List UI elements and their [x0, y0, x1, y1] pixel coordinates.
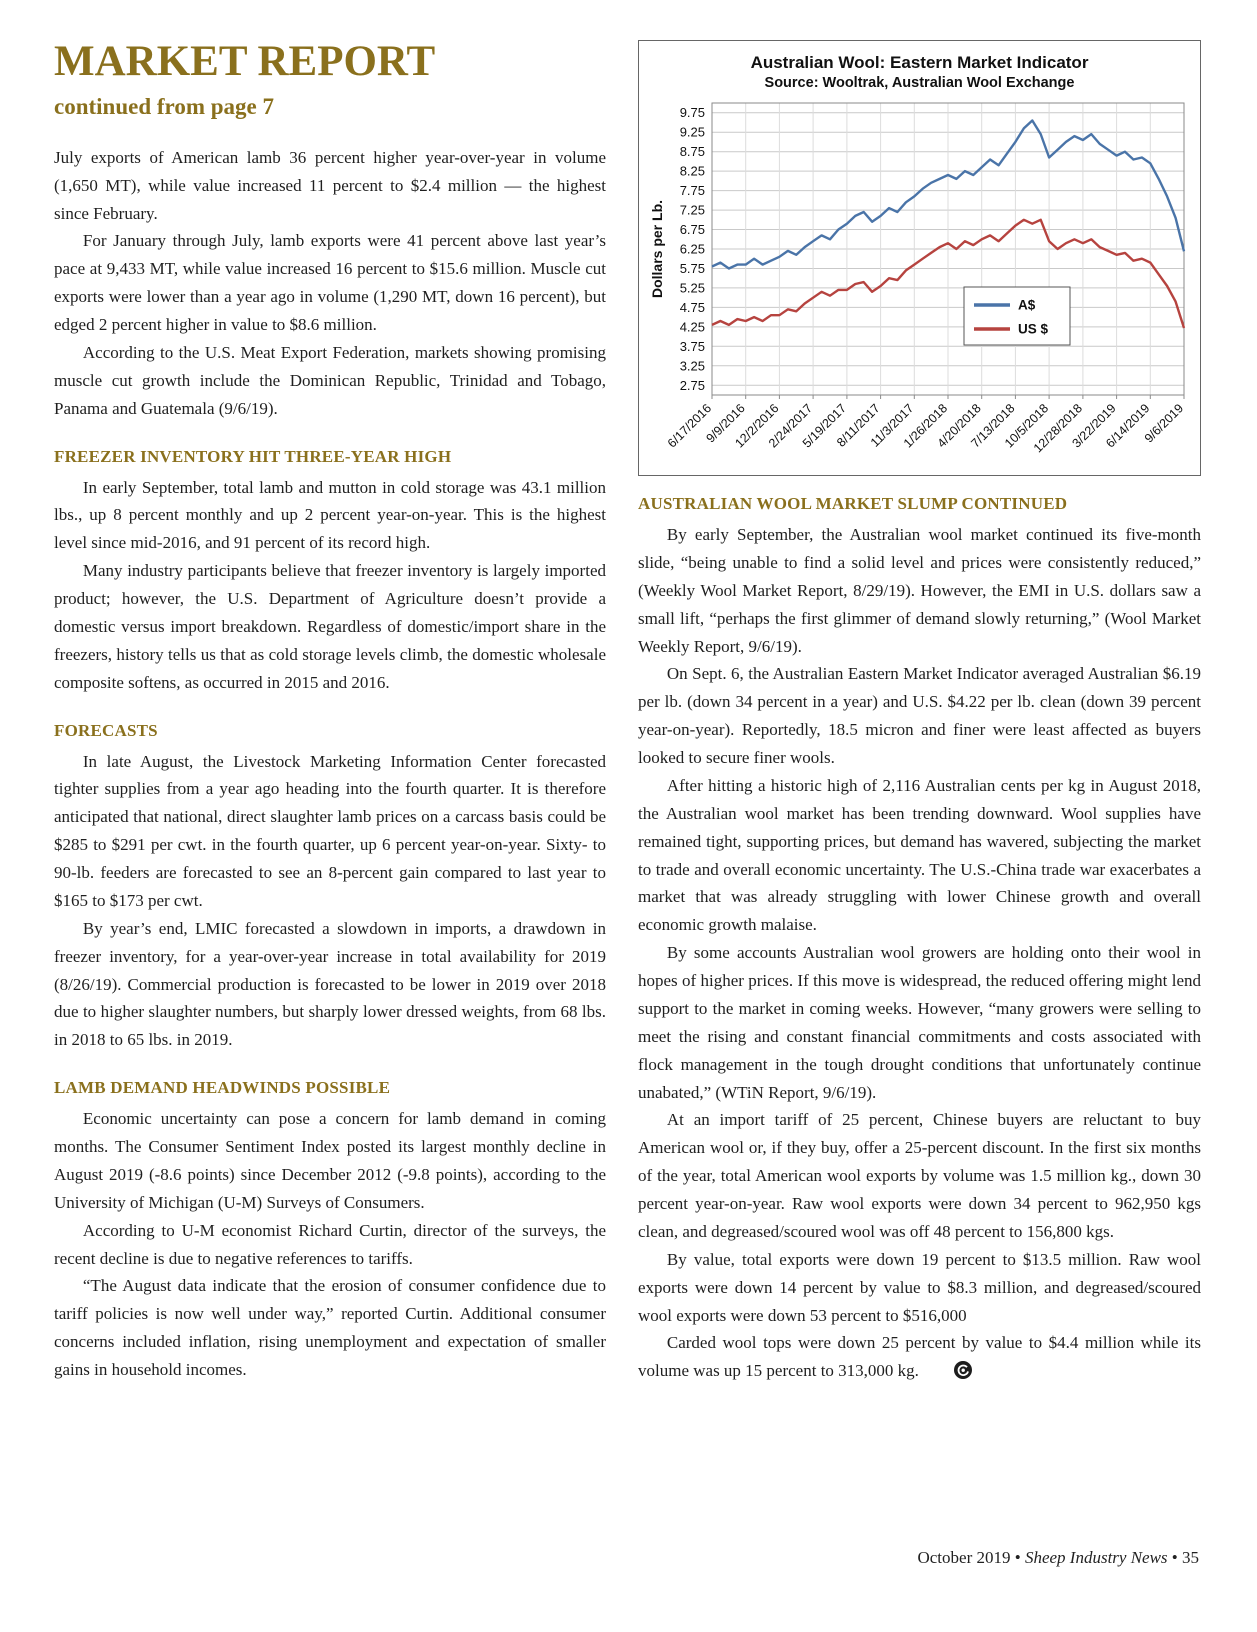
end-of-article-icon	[924, 1360, 972, 1380]
svg-text:4.75: 4.75	[679, 300, 704, 315]
footer-separator: •	[1171, 1548, 1178, 1567]
right-column: Australian Wool: Eastern Market Indicato…	[638, 40, 1201, 1385]
paragraph: In late August, the Livestock Marketing …	[54, 751, 606, 910]
svg-text:9.75: 9.75	[679, 105, 704, 120]
chart-title: Australian Wool: Eastern Market Indicato…	[750, 53, 1089, 72]
svg-text:8.25: 8.25	[679, 164, 704, 179]
series-line-1	[710, 218, 1185, 329]
y-tick-labels: 9.75 9.25 8.75 8.25 7.75 7.25 6.75 6.25 5.75 5.25…	[679, 105, 704, 393]
left-column: MARKET REPORT continued from page 7 July…	[54, 40, 606, 1384]
svg-text:A$: A$	[1018, 298, 1036, 313]
section-heading-lamb-demand: LAMB DEMAND HEADWINDS POSSIBLE	[54, 1078, 391, 1098]
paragraph: “The August data indicate that the erosi…	[54, 1276, 606, 1380]
svg-text:7.25: 7.25	[679, 203, 704, 218]
footer-publication: Sheep Industry News	[1024, 1548, 1168, 1567]
paragraph-text: Carded wool tops were down 25 percent by…	[638, 1333, 1201, 1381]
intro-block: July exports of American lamb 36 percent…	[54, 144, 606, 423]
chart-subtitle: Source: Wooltrak, Australian Wool Exchan…	[764, 75, 1075, 91]
svg-text:3.25: 3.25	[679, 358, 704, 373]
svg-text:9.25: 9.25	[679, 125, 704, 140]
paragraph: Carded wool tops were down 25 percent by…	[638, 1329, 1201, 1385]
svg-text:8.75: 8.75	[679, 144, 704, 159]
svg-text:6/17/2016: 6/17/2016	[664, 401, 713, 450]
svg-text:4.25: 4.25	[679, 319, 704, 334]
section-heading-freezer-inventory: FREEZER INVENTORY HIT THREE-YEAR HIGH	[54, 446, 452, 466]
chart-canvas: 9.75 9.25 8.75 8.25 7.75 7.25 6.75 6.25 5.75 5.25…	[649, 102, 1186, 455]
chart-legend: A$ US $	[963, 286, 1070, 346]
svg-text:6.25: 6.25	[679, 242, 704, 257]
continued-note: continued from page 7	[54, 93, 274, 119]
x-gridlines-and-labels: 6/17/20169/9/201612/2/20162/24/20175/19/…	[664, 103, 1186, 455]
two-column-layout: MARKET REPORT continued from page 7 July…	[54, 40, 1201, 1385]
section-heading-forecasts: FORECASTS	[54, 720, 158, 740]
y-axis-label: Dollars per Lb.	[649, 200, 665, 298]
paragraph: Economic uncertainty can pose a concern …	[54, 1109, 606, 1212]
svg-text:5.25: 5.25	[679, 280, 704, 295]
paragraph: According to U-M economist Richard Curti…	[54, 1220, 606, 1268]
footer-page-number: 35	[1182, 1548, 1199, 1567]
svg-text:6.75: 6.75	[679, 222, 704, 237]
paragraph: By some accounts Australian wool growers…	[638, 943, 1201, 1102]
paragraph: On Sept. 6, the Australian Eastern Marke…	[638, 664, 1201, 767]
paragraph: By early September, the Australian wool …	[638, 525, 1201, 656]
svg-text:7.75: 7.75	[679, 183, 704, 198]
page-title: MARKET REPORT	[54, 38, 436, 85]
paragraph: By year’s end, LMIC forecasted a slowdow…	[54, 918, 606, 1050]
paragraph: After hitting a historic high of 2,116 A…	[638, 775, 1201, 935]
paragraph: At an import tariff of 25 percent, Chine…	[638, 1110, 1201, 1241]
footer-separator: •	[1014, 1548, 1021, 1567]
paragraph: July exports of American lamb 36 percent…	[54, 147, 606, 223]
svg-text:US $: US $	[1018, 322, 1049, 337]
paragraph: By value, total exports were down 19 per…	[638, 1249, 1201, 1325]
page-footer: October 2019 • Sheep Industry News • 35	[917, 1548, 1199, 1568]
paragraph: According to the U.S. Meat Export Federa…	[54, 342, 606, 418]
paragraph: In early September, total lamb and mutto…	[54, 477, 606, 553]
wool-emi-chart: Australian Wool: Eastern Market Indicato…	[638, 40, 1201, 476]
paragraph: For January through July, lamb exports w…	[54, 231, 606, 335]
svg-text:5.75: 5.75	[679, 261, 704, 276]
svg-text:2.75: 2.75	[679, 378, 704, 393]
paragraph: Many industry participants believe that …	[54, 561, 606, 692]
section-heading-australian-wool: AUSTRALIAN WOOL MARKET SLUMP CONTINUED	[638, 494, 1068, 513]
footer-date: October 2019	[917, 1548, 1011, 1567]
svg-text:3.75: 3.75	[679, 339, 704, 354]
series-line-0	[710, 119, 1185, 270]
